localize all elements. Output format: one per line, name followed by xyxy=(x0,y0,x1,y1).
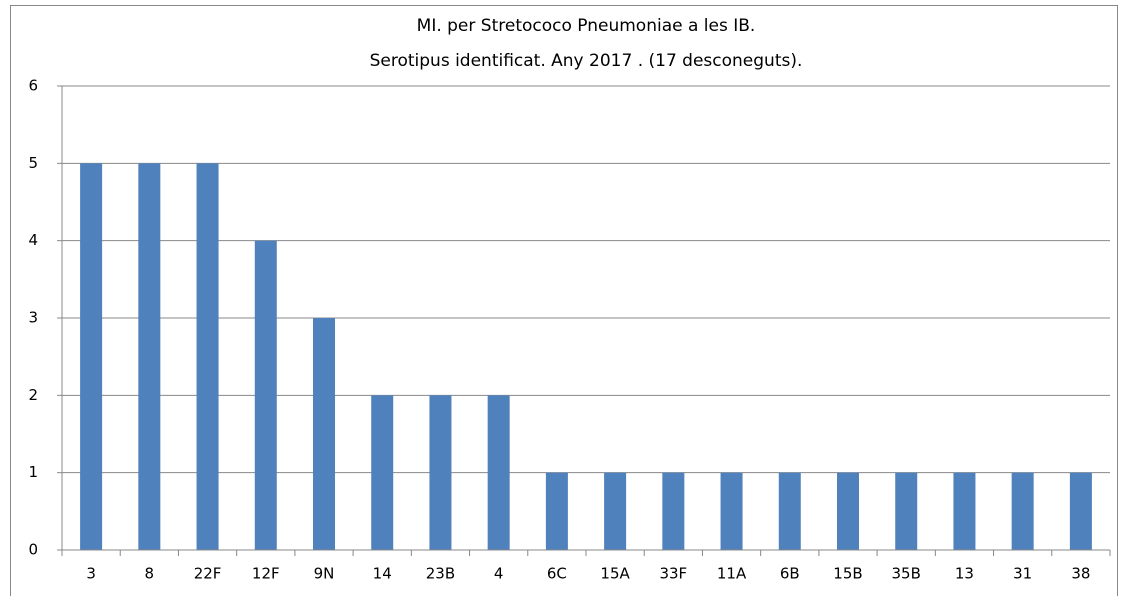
x-tick-label: 11A xyxy=(717,565,747,583)
bar xyxy=(545,472,568,550)
bar xyxy=(1069,472,1092,550)
chart-subtitle: Serotipus identificat. Any 2017 . (17 de… xyxy=(370,51,803,71)
x-tick-label: 15A xyxy=(600,565,630,583)
x-tick-label: 12F xyxy=(252,565,280,583)
bar xyxy=(196,163,219,551)
bar xyxy=(1011,472,1034,550)
x-tick-label: 3 xyxy=(86,565,96,583)
x-tick-label: 4 xyxy=(494,565,504,583)
x-tick-label: 33F xyxy=(659,565,687,583)
bar xyxy=(254,240,277,550)
y-tick-label: 6 xyxy=(28,77,38,95)
y-tick-label: 1 xyxy=(28,463,38,481)
y-tick-label: 5 xyxy=(28,154,38,172)
x-tick-label: 31 xyxy=(1013,565,1032,583)
x-tick-label: 22F xyxy=(194,565,222,583)
x-tick-label: 35B xyxy=(892,565,921,583)
x-tick-label: 38 xyxy=(1071,565,1090,583)
chart-title: MI. per Stretococo Pneumoniae a les IB. xyxy=(417,16,756,36)
x-tick-label: 6C xyxy=(547,565,567,583)
x-tick-label: 14 xyxy=(373,565,392,583)
x-tick-label: 13 xyxy=(955,565,974,583)
bar xyxy=(138,163,161,551)
bar xyxy=(720,472,743,550)
bar xyxy=(80,163,103,551)
bar xyxy=(429,395,452,550)
bar xyxy=(604,472,627,550)
y-tick-label: 3 xyxy=(28,309,38,327)
x-tick-label: 23B xyxy=(426,565,455,583)
y-tick-label: 0 xyxy=(28,541,38,559)
bar xyxy=(313,318,335,550)
bar xyxy=(371,395,394,550)
x-tick-label: 9N xyxy=(314,565,335,583)
bar xyxy=(487,395,510,550)
bar xyxy=(662,472,685,550)
y-tick-label: 2 xyxy=(28,386,38,404)
bar xyxy=(778,472,801,550)
bar xyxy=(953,472,976,550)
y-tick-label: 4 xyxy=(28,231,38,249)
x-tick-label: 8 xyxy=(145,565,155,583)
x-tick-label: 6B xyxy=(780,565,800,583)
bar xyxy=(895,472,918,550)
bar xyxy=(837,472,859,550)
x-tick-label: 15B xyxy=(833,565,862,583)
